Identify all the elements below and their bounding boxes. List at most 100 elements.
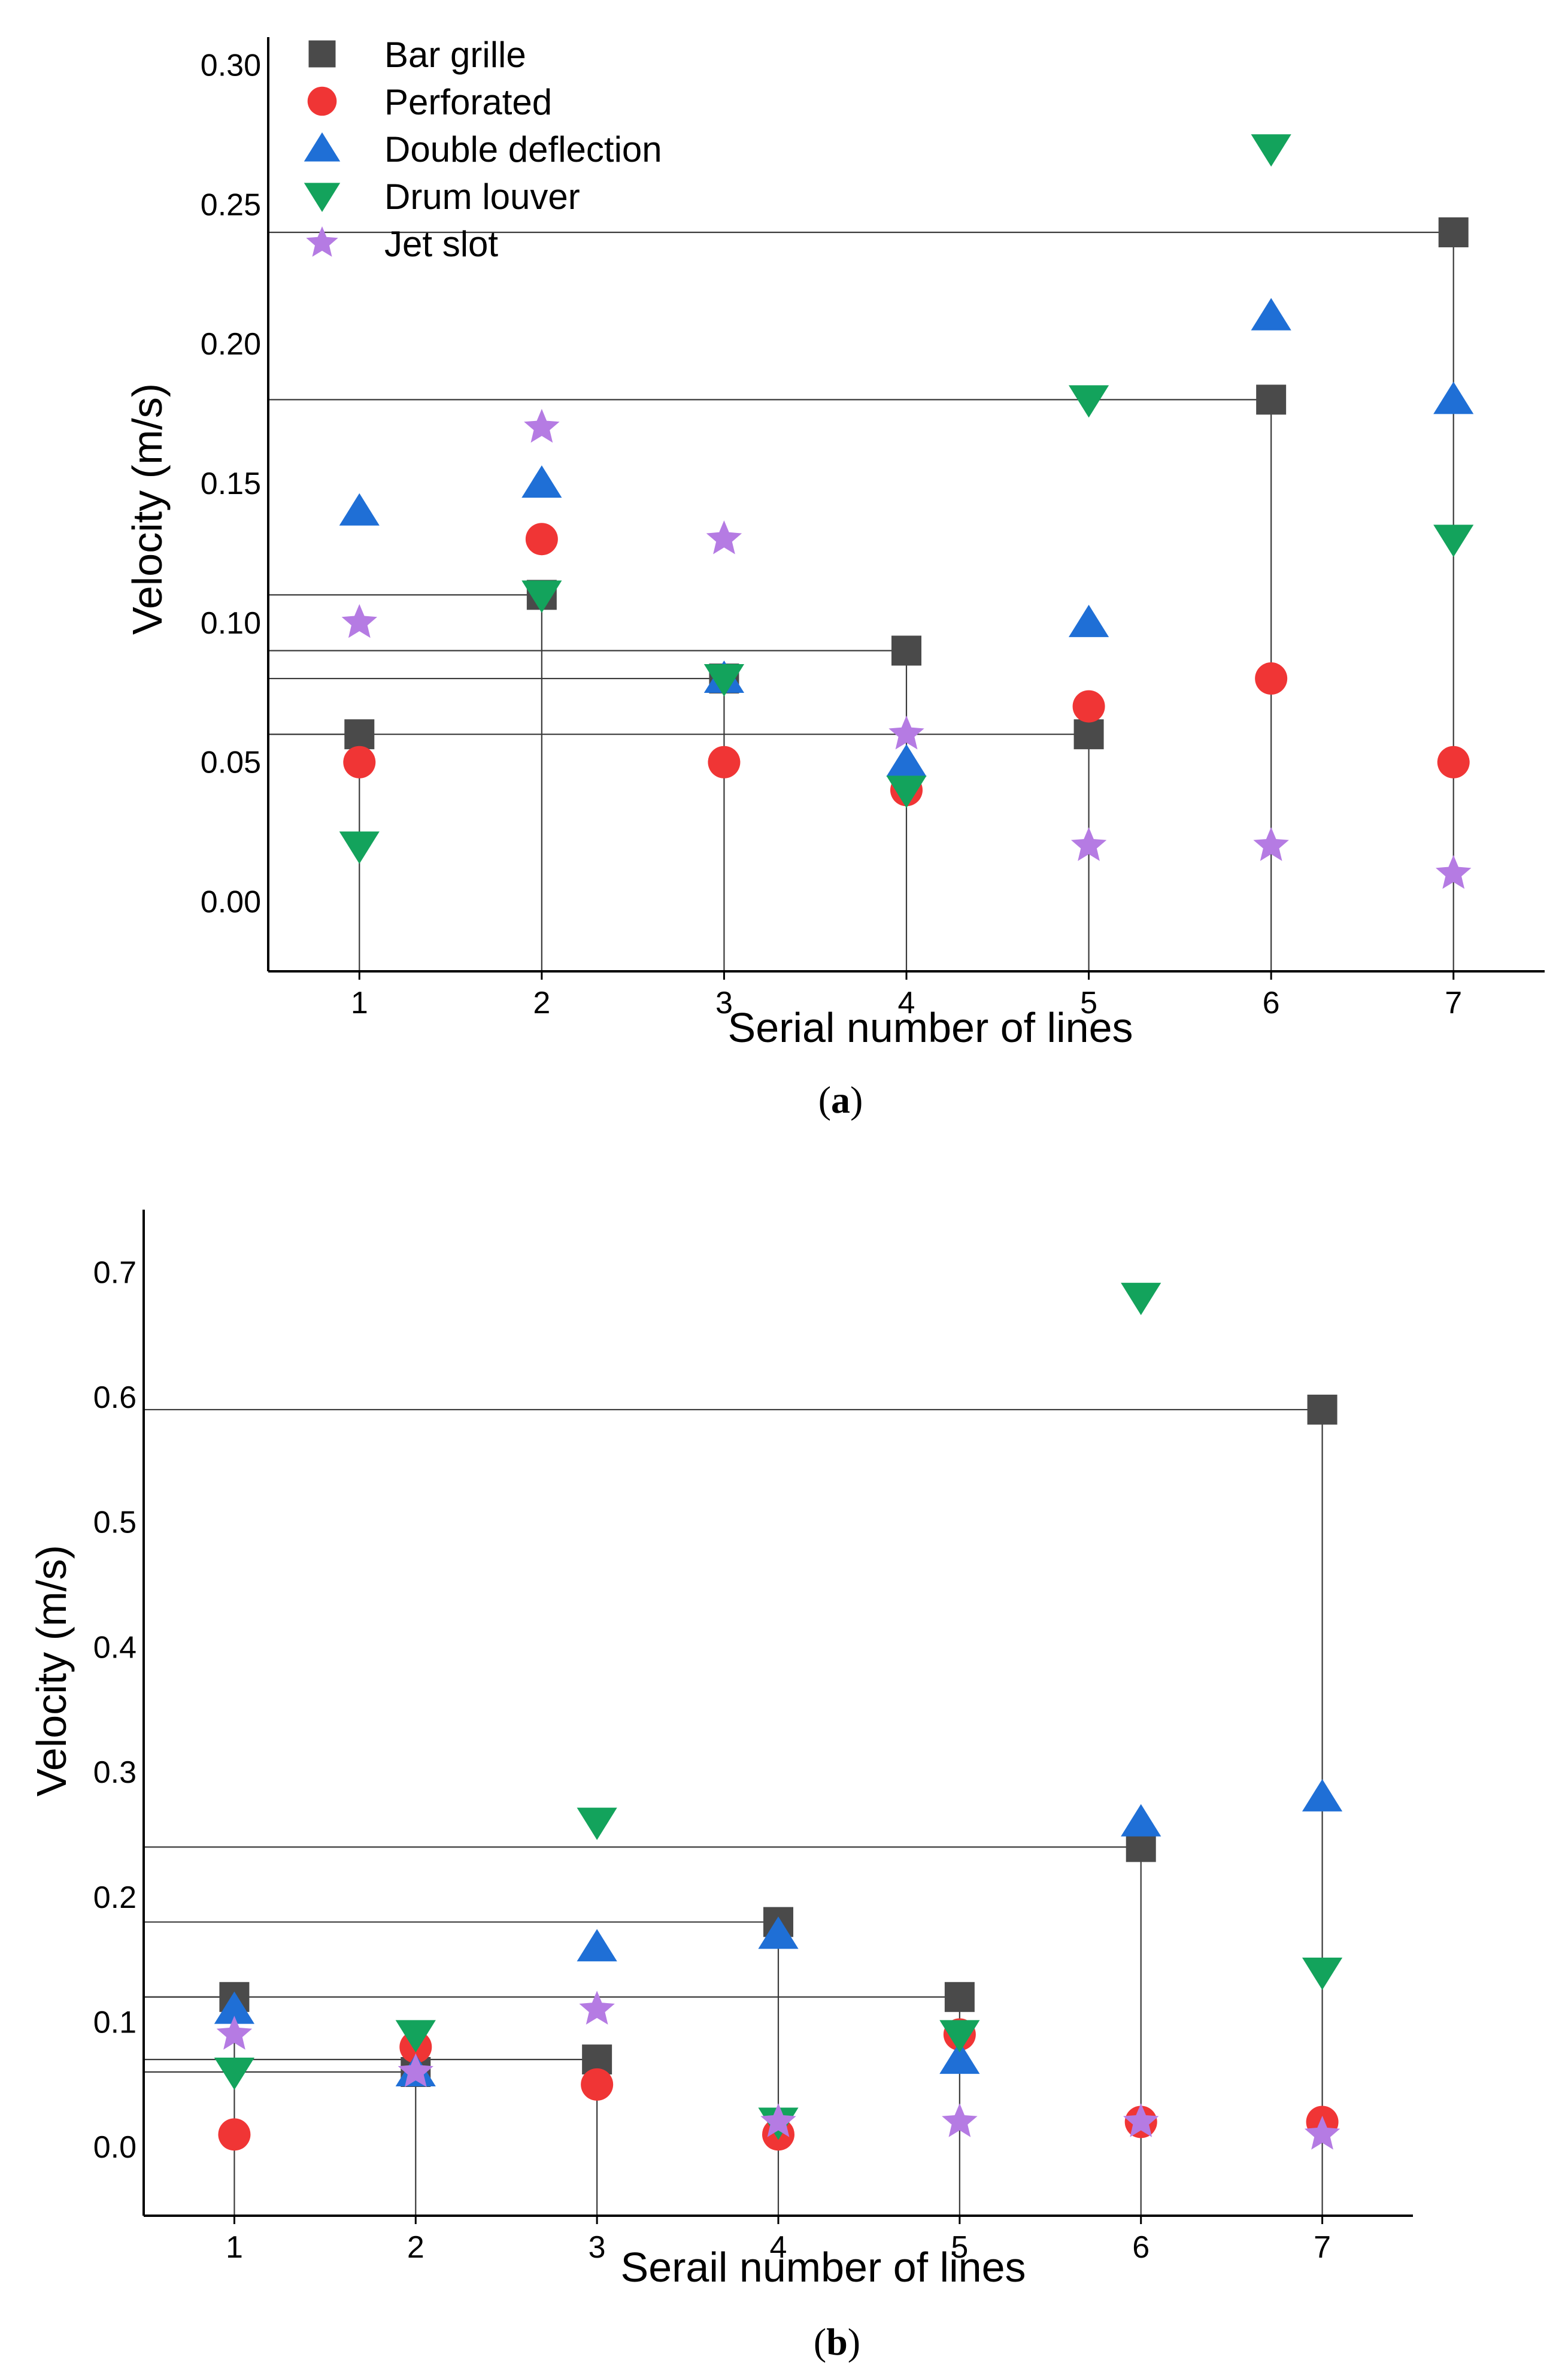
panel-b-y-ticks: 0.0 0.1 0.2 0.3 0.4 0.5 0.6 0.7 (93, 1255, 137, 2165)
double-deflection-point (1121, 1804, 1161, 1837)
y-tick-label: 0.15 (201, 466, 261, 501)
jet-slot-point (760, 2103, 796, 2137)
panel-a-caption-letter: a (831, 1079, 850, 1121)
bar-grille-point (1307, 1394, 1337, 1425)
legend-marker (304, 183, 341, 212)
bar-grille-point (1073, 719, 1104, 750)
drum-louver-point (939, 2020, 980, 2053)
y-tick-label: 0.0 (93, 2130, 137, 2165)
legend-label: Drum louver (384, 177, 580, 217)
x-tick-label: 2 (533, 986, 550, 1020)
drum-louver-point (886, 775, 927, 808)
double-deflection-point (339, 493, 380, 526)
legend-label: Perforated (384, 82, 552, 122)
x-tick-label: 1 (351, 986, 368, 1020)
drum-louver-point (703, 664, 745, 697)
bar-grille-point (944, 1982, 975, 2012)
panel-a-y-axis-title: Velocity (m/s) (124, 383, 171, 635)
legend: Bar grille Perforated Double deflection Dru… (304, 35, 662, 264)
perforated-point (1072, 690, 1105, 723)
panel-b-x-ticks: 1 2 3 4 5 6 7 (226, 2216, 1331, 2265)
perforated-point (525, 523, 558, 556)
x-tick-label: 4 (898, 986, 915, 1020)
legend-marker (306, 226, 338, 257)
panel-a-guide-lines (268, 231, 1454, 971)
double-deflection-point (521, 465, 562, 498)
y-tick-label: 0.30 (201, 49, 261, 83)
panel-b-chart: 0.0 0.1 0.2 0.3 0.4 0.5 0.6 0.7 1 2 3 4 5 6 7 Serail … (28, 1210, 1413, 2363)
x-tick-label: 5 (1080, 986, 1097, 1020)
perforated-point (218, 2118, 251, 2151)
x-tick-label: 5 (951, 2230, 968, 2265)
perforated-point (1255, 662, 1288, 695)
bar-grille-point (1256, 384, 1287, 415)
x-tick-label: 7 (1445, 986, 1462, 1020)
drum-louver-point (1121, 1283, 1161, 1316)
y-tick-label: 0.25 (201, 187, 261, 222)
panel-b-y-axis-title: Velocity (m/s) (28, 1545, 75, 1797)
jet-slot-point (706, 520, 742, 555)
panel-b-markers (214, 1283, 1343, 2151)
x-tick-label: 2 (407, 2230, 424, 2265)
jet-slot-point (1253, 827, 1289, 861)
jet-slot-point (398, 2053, 433, 2088)
jet-slot-point (1123, 2103, 1159, 2137)
jet-slot-point (216, 2016, 253, 2050)
y-tick-label: 0.7 (93, 1255, 137, 1290)
double-deflection-point (214, 1991, 255, 2024)
jet-slot-point (1070, 827, 1107, 861)
x-tick-label: 6 (1263, 986, 1280, 1020)
jet-slot-point (579, 1991, 615, 2025)
panel-b-guide-lines (144, 1408, 1323, 2216)
drum-louver-point (395, 2020, 436, 2053)
x-tick-label: 1 (226, 2230, 243, 2265)
bar-grille-point (1126, 1832, 1156, 1862)
y-tick-label: 0.5 (93, 1505, 137, 1540)
perforated-point (581, 2068, 614, 2101)
x-tick-label: 6 (1132, 2230, 1150, 2265)
jet-slot-point (341, 604, 377, 638)
double-deflection-point (758, 1916, 799, 1949)
x-tick-label: 7 (1314, 2230, 1331, 2265)
panel-a-caption: (a) (818, 1079, 863, 1121)
bar-grille-point (344, 719, 375, 750)
legend-label: Double deflection (384, 129, 662, 169)
double-deflection-point (1302, 1779, 1343, 1811)
drum-louver-point (1251, 134, 1291, 167)
legend-marker (304, 132, 341, 162)
panel-a-x-ticks: 1 2 3 4 5 6 7 (351, 971, 1462, 1020)
jet-slot-point (1304, 2116, 1340, 2150)
perforated-point (1437, 746, 1470, 778)
drum-louver-point (1068, 385, 1109, 418)
y-tick-label: 0.05 (201, 746, 261, 780)
legend-label: Jet slot (384, 224, 498, 264)
panel-a-x-axis-title: Serial number of lines (728, 1004, 1133, 1051)
y-tick-label: 0.4 (93, 1630, 137, 1665)
double-deflection-point (577, 1929, 617, 1962)
panel-b-caption-letter: b (826, 2321, 848, 2363)
legend-label: Bar grille (384, 35, 526, 75)
double-deflection-point (939, 2041, 980, 2074)
y-tick-label: 0.6 (93, 1380, 137, 1415)
drum-louver-point (339, 831, 380, 864)
drum-louver-point (1302, 1958, 1343, 1991)
double-deflection-point (886, 744, 927, 777)
perforated-point (343, 746, 376, 778)
drum-louver-point (1433, 525, 1474, 558)
y-tick-label: 0.2 (93, 1880, 137, 1915)
panel-b-caption: (b) (814, 2321, 860, 2363)
x-tick-label: 4 (770, 2230, 787, 2265)
panel-a-y-ticks: 0.00 0.05 0.10 0.15 0.20 0.25 0.30 (201, 49, 261, 920)
panel-a-markers (339, 134, 1474, 889)
legend-marker (308, 40, 336, 68)
panel-a-chart: 0.00 0.05 0.10 0.15 0.20 0.25 0.30 1 2 3 4 5 6 7 Bar… (124, 35, 1545, 1121)
double-deflection-point (1251, 298, 1291, 331)
y-tick-label: 0.20 (201, 327, 261, 362)
drum-louver-point (521, 580, 562, 613)
y-tick-label: 0.3 (93, 1755, 137, 1790)
drum-louver-point (577, 1807, 617, 1840)
bar-grille-point (1438, 217, 1469, 247)
jet-slot-point (888, 715, 924, 750)
y-tick-label: 0.1 (93, 2006, 137, 2040)
perforated-point (708, 746, 741, 778)
